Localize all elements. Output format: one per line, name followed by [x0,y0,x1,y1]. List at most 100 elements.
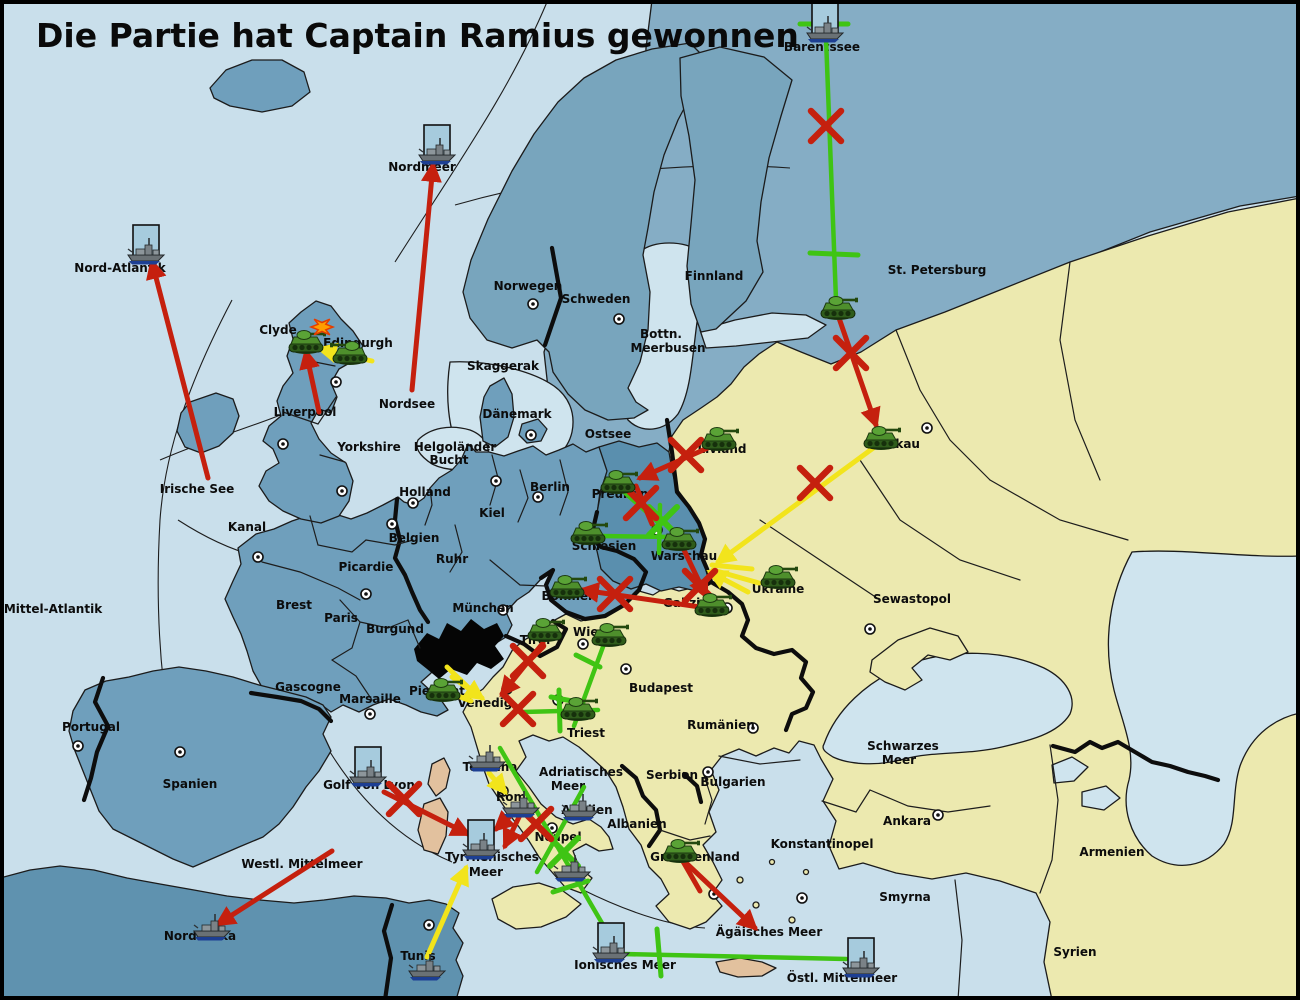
supply-center [527,298,539,310]
region-label: Ostsee [585,427,632,441]
region-label: Bulgarien [700,775,765,789]
region-label: Portugal [62,720,120,734]
fleet-unit-nordmeer[interactable] [418,124,456,166]
region-label: Dänemark [482,407,552,421]
fleet-unit-barentssee[interactable] [806,2,844,44]
region-label: St. Petersburg [888,263,987,277]
order-line [534,784,587,875]
failed-order-x [832,334,870,372]
region-label: Östl. Mittelmeer [787,970,897,985]
order-line [299,347,322,415]
order-line [146,257,211,481]
failed-order-x [646,504,680,538]
order-line [573,652,603,670]
region-label: Armenien [1079,845,1144,859]
region-label: Barentssee [784,40,860,54]
region-label: Triest [567,726,605,740]
failed-order-x [807,107,845,145]
failed-order-x [681,567,719,605]
region-label: Warschau [651,549,717,563]
region-label: Schweden [562,292,631,306]
order-line [424,864,469,960]
supply-center [525,429,537,441]
failed-order-x [596,575,634,613]
region-label: München [452,601,513,615]
orders-layer [146,21,881,979]
supply-center [360,588,372,600]
region-label: Westl. Mittelmeer [241,857,362,871]
region-label: Liverpool [274,405,337,419]
supply-center [921,422,933,434]
national-borders [81,245,1221,1000]
region-label: Budapest [629,681,693,695]
supply-center [252,551,264,563]
region-label: Serbien [646,768,698,782]
supply-center [620,663,632,675]
supply-center [407,497,419,509]
region-label: Kiel [479,506,505,520]
order-line [654,926,664,979]
region-label: Meer [882,753,916,767]
failed-order-x [622,484,660,522]
fleet-unit-ionisches-meer[interactable] [592,922,630,964]
order-line [709,562,755,572]
order-line [681,858,759,931]
failed-order-x [547,835,581,869]
failed-order-x [796,464,834,502]
supply-center [864,623,876,635]
fleet-unit-golf-von-lyon[interactable] [349,746,387,788]
supply-center [72,740,84,752]
region-label: Kanal [228,520,266,534]
region-label: Mittel-Atlantik [4,602,103,616]
region-label: Helgoländer [414,440,497,454]
region-label: Holland [399,485,451,499]
region-label: Picardie [339,560,394,574]
failed-order-x [667,436,705,474]
switzerland-impassable [414,619,504,679]
supply-center [330,376,342,388]
order-line [381,789,472,837]
region-label: Albanien [607,817,666,831]
order-line [556,687,563,734]
fleet-unit-tyrrhenisches-meer[interactable] [462,819,500,861]
region-label: Smyrna [879,890,931,904]
region-label: Irische See [160,482,235,496]
region-label: Clyde [259,323,296,337]
region-label: Meer [551,779,585,793]
region-label: Nordsee [379,397,435,411]
order-line [807,250,861,258]
supply-center [577,638,589,650]
supply-center [364,708,376,720]
order-line [577,582,703,610]
supply-center [174,746,186,758]
region-label: Burgund [366,622,424,636]
region-label: Berlin [530,480,570,494]
order-line [656,502,663,556]
order-line [836,315,881,429]
order-line [706,569,751,595]
region-label: Marsaille [339,692,401,706]
supply-center [423,919,435,931]
order-line [409,160,442,393]
order-line [449,674,486,701]
region-label: Skaggerak [467,359,540,373]
fleet-unit-oestl-mittelmeer[interactable] [842,937,880,979]
region-label: Finnland [685,269,744,283]
fleet-unit-nord-atlantik[interactable] [127,224,165,266]
failed-order-x [499,690,537,728]
supply-center [932,809,944,821]
supply-center [277,438,289,450]
order-line [486,770,508,796]
region-label: Norwegen [494,279,563,293]
order-line [714,443,879,565]
region-label: Ägäisches Meer [716,924,823,939]
page-title: Die Partie hat Captain Ramius gewonnen [36,16,799,55]
region-label: Belgien [389,531,440,545]
order-line [502,810,524,850]
region-label: Yorkshire [336,440,401,454]
region-label: Bucht [429,453,468,467]
